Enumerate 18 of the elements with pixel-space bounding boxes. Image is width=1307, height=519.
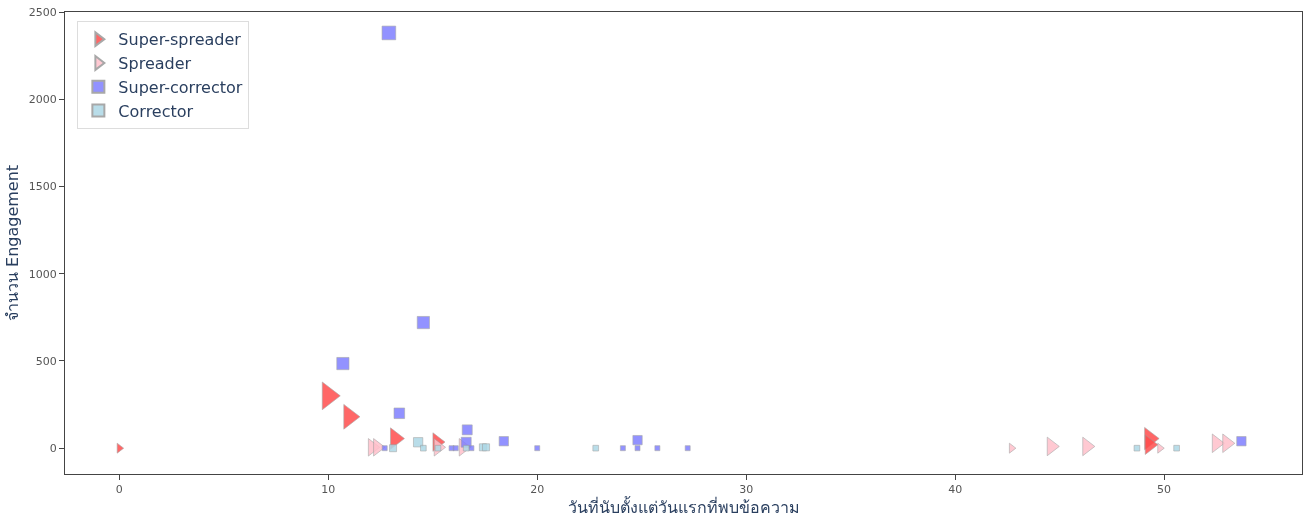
- x-axis-title: วันที่นับตั้งแต่วันแรกที่พบข้อความ: [567, 496, 800, 518]
- x-tick-label: 30: [739, 483, 754, 497]
- y-tick-label: 0: [49, 442, 57, 456]
- x-tick-label: 10: [321, 483, 336, 497]
- x-tick-label: 20: [530, 483, 545, 497]
- y-tick-label: 500: [35, 354, 57, 368]
- legend-label: Super-corrector: [118, 77, 243, 97]
- legend-label: Corrector: [118, 101, 194, 121]
- x-tick-label: 40: [948, 483, 963, 497]
- x-tick-label: 50: [1157, 483, 1172, 497]
- legend-label: Spreader: [118, 54, 192, 74]
- x-tick-label: 0: [115, 483, 123, 497]
- y-axis-title: จำนวน Engagement: [2, 164, 22, 322]
- y-tick-label: 2500: [28, 5, 57, 19]
- legend-label: Super-spreader: [118, 30, 242, 50]
- y-tick-label: 1000: [28, 267, 57, 281]
- y-tick-label: 1500: [28, 180, 57, 194]
- y-tick-label: 2000: [28, 93, 57, 107]
